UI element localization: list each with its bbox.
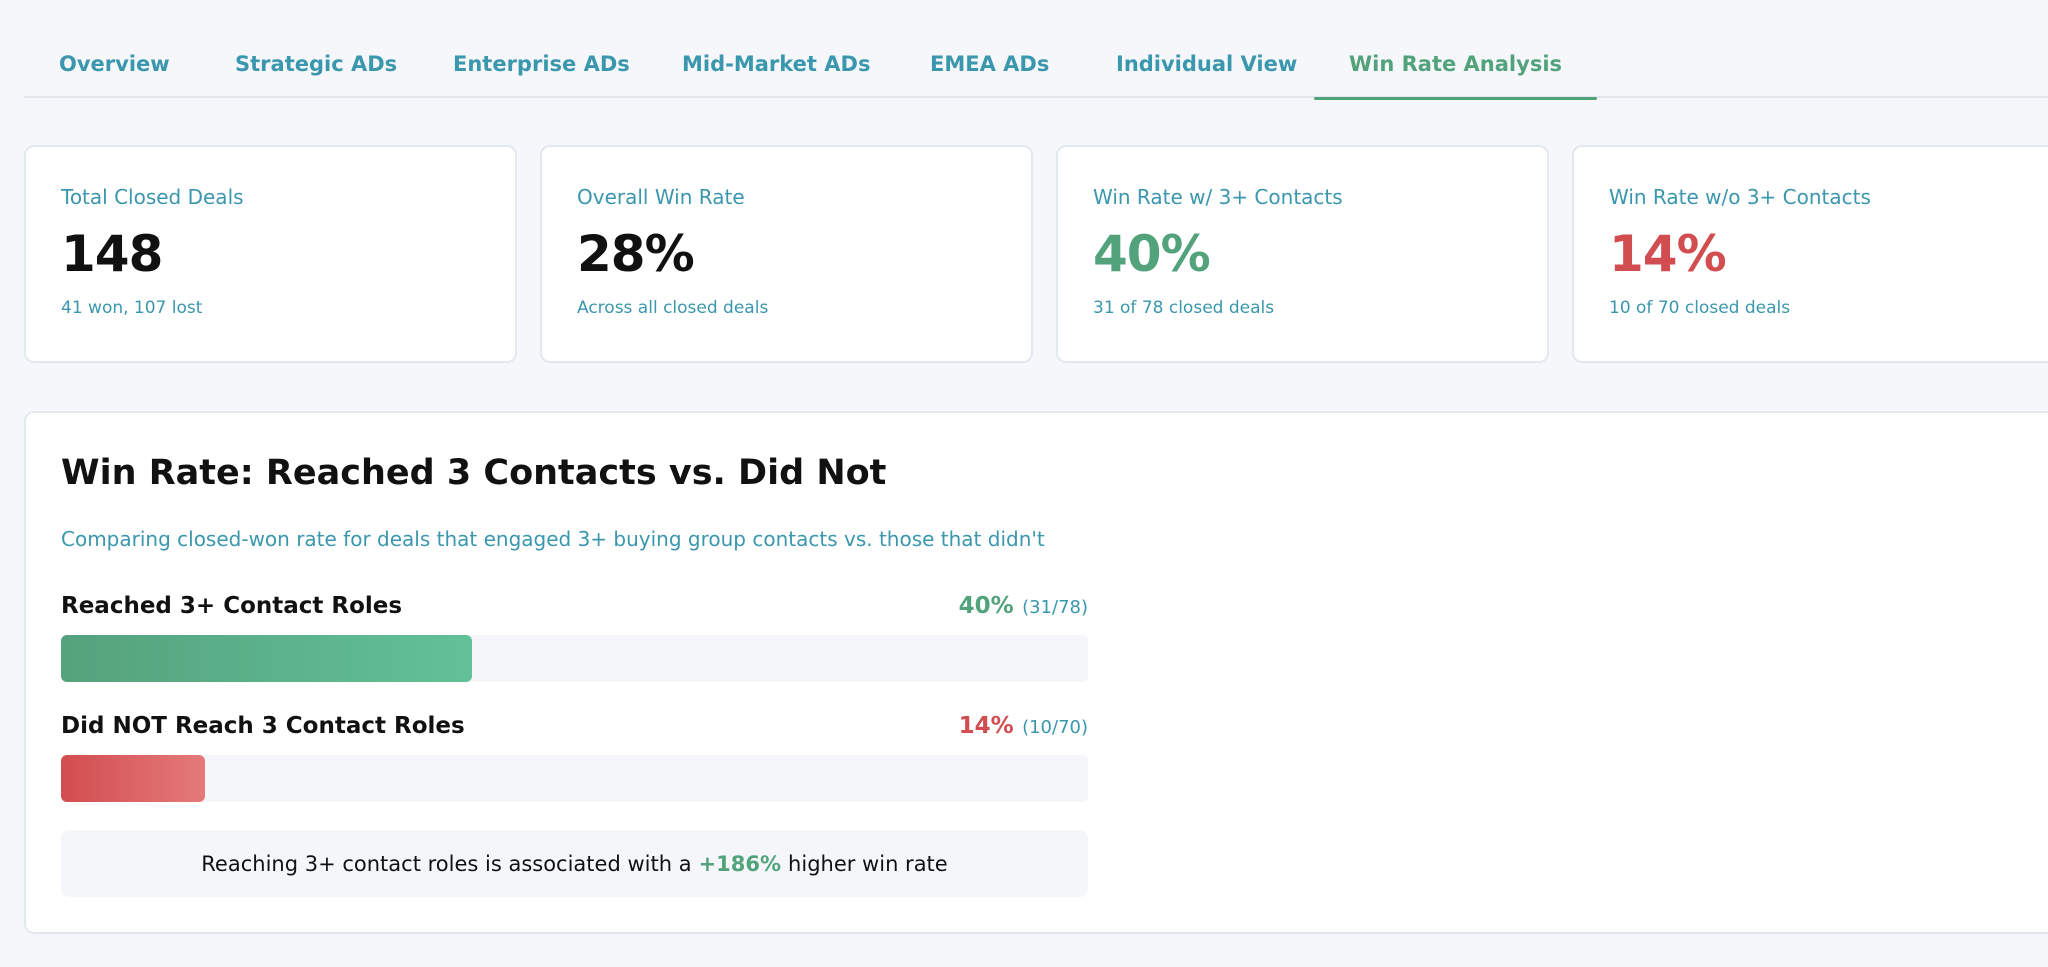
tab-individual-view[interactable]: Individual View: [1116, 52, 1298, 76]
stat-card-overall-win-rate: Overall Win Rate 28% Across all closed d…: [540, 145, 1033, 363]
bar-fraction: (10/70): [1022, 717, 1088, 738]
summary-lift: +186%: [698, 851, 782, 876]
tab-enterprise-ads[interactable]: Enterprise ADs: [453, 52, 630, 76]
stat-label: Win Rate w/o 3+ Contacts: [1609, 185, 1871, 209]
summary-text-after: higher win rate: [788, 851, 948, 876]
stat-card-win-rate-without-contacts: Win Rate w/o 3+ Contacts 14% 10 of 70 cl…: [1572, 145, 2048, 363]
bar-fraction: (31/78): [1022, 597, 1088, 618]
stat-subtext: 10 of 70 closed deals: [1609, 298, 1791, 318]
stat-value: 14%: [1609, 225, 1727, 283]
stat-subtext: Across all closed deals: [577, 298, 769, 318]
stat-label: Overall Win Rate: [577, 185, 745, 209]
bar-label: Reached 3+ Contact Roles: [61, 593, 403, 619]
tab-emea-ads[interactable]: EMEA ADs: [930, 52, 1050, 76]
panel-subtitle: Comparing closed-won rate for deals that…: [61, 527, 1045, 551]
stat-label: Total Closed Deals: [61, 185, 244, 209]
progress-fill: [61, 635, 472, 682]
stat-card-total-closed-deals: Total Closed Deals 148 41 won, 107 lost: [24, 145, 517, 363]
stat-value: 40%: [1093, 225, 1211, 283]
bar-stat: 40% (31/78): [959, 593, 1088, 619]
tab-mid-market-ads[interactable]: Mid-Market ADs: [682, 52, 871, 76]
tab-bar: Overview Strategic ADs Enterprise ADs Mi…: [24, 0, 2048, 100]
bar-percent: 14%: [958, 713, 1014, 739]
summary-callout: Reaching 3+ contact roles is associated …: [61, 830, 1088, 897]
progress-fill: [61, 755, 205, 802]
win-rate-comparison-panel: Win Rate: Reached 3 Contacts vs. Did Not…: [24, 411, 2048, 934]
bar-percent: 40%: [958, 593, 1014, 619]
stat-card-win-rate-with-contacts: Win Rate w/ 3+ Contacts 40% 31 of 78 clo…: [1056, 145, 1549, 363]
bar-label: Did NOT Reach 3 Contact Roles: [61, 713, 465, 739]
tab-strategic-ads[interactable]: Strategic ADs: [235, 52, 398, 76]
panel-title: Win Rate: Reached 3 Contacts vs. Did Not: [61, 453, 887, 493]
tab-win-rate-analysis[interactable]: Win Rate Analysis: [1314, 40, 1598, 100]
stat-subtext: 41 won, 107 lost: [61, 298, 203, 318]
progress-track: [61, 635, 1088, 682]
bar-row-not-reached: Did NOT Reach 3 Contact Roles 14% (10/70…: [61, 713, 1088, 802]
summary-text-before: Reaching 3+ contact roles is associated …: [201, 851, 692, 876]
stat-label: Win Rate w/ 3+ Contacts: [1093, 185, 1343, 209]
bar-stat: 14% (10/70): [959, 713, 1088, 739]
stat-value: 28%: [577, 225, 695, 283]
stat-subtext: 31 of 78 closed deals: [1093, 298, 1275, 318]
stat-value: 148: [61, 225, 163, 283]
bar-row-reached: Reached 3+ Contact Roles 40% (31/78): [61, 593, 1088, 682]
tab-overview[interactable]: Overview: [59, 52, 170, 76]
progress-track: [61, 755, 1088, 802]
